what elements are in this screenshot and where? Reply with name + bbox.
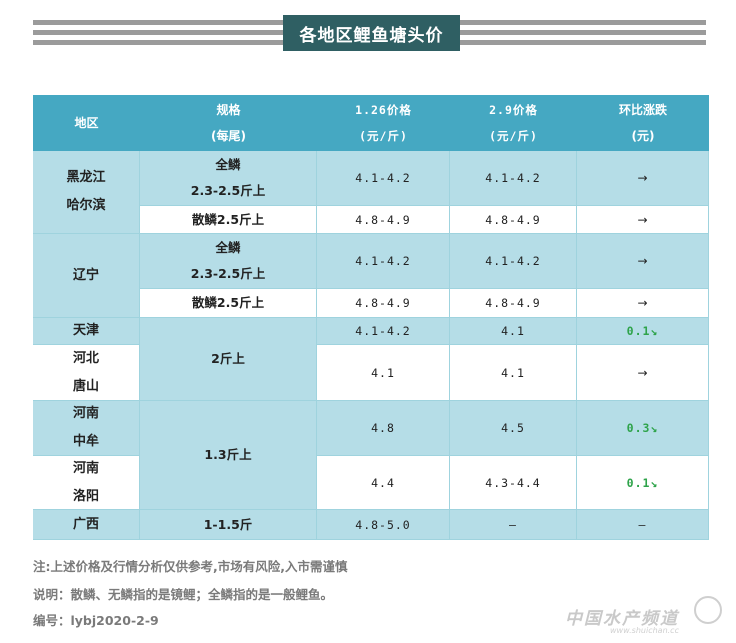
header-price1: 1.26价格 (元/斤) [317,95,450,151]
header-change-line1: 环比涨跌 [618,103,667,117]
header-price1-line1: 1.26价格 [355,103,412,117]
header-change: 环比涨跌 (元) [577,95,709,151]
price-table: 地区 规格 (每尾) 1.26价格 (元/斤) 2.9价格 (元/斤) 环比涨跌… [33,95,709,540]
price1-r3: 4.1-4.2 [317,234,450,289]
price2-r5: 4.1 [450,318,577,345]
spec-r1: 全鳞 2.3-2.5斤上 [140,151,317,206]
globe-icon [694,596,722,624]
note-disclaimer: 注:上述价格及行情分析仅供参考,市场有风险,入市需谨慎 [33,559,348,574]
spec-r4: 散鳞2.5斤上 [140,289,317,318]
header-spec: 规格 (每尾) [140,95,317,151]
note-explanation: 说明：散鳞、无鳞指的是镜鲤；全鳞指的是一般鲤鱼。 [33,587,334,602]
spec-13jin: 1.3斤上 [140,401,317,510]
region-guangxi-label: 广西 [72,516,99,532]
price2-r7: 4.5 [450,401,577,456]
region-henan-luoyang-line1: 河南 [72,460,99,476]
header-region-label: 地区 [74,116,99,130]
price1-r9: 4.8-5.0 [317,510,450,540]
price1-r7: 4.8 [317,401,450,456]
spec-r2: 散鳞2.5斤上 [140,206,317,234]
header-price1-line2: (元/斤) [359,129,408,143]
region-heilongjiang: 黑龙江 哈尔滨 [33,151,140,234]
header-price2-line2: (元/斤) [489,129,538,143]
price2-r2: 4.8-4.9 [450,206,577,234]
price2-r4: 4.8-4.9 [450,289,577,318]
page-title: 各地区鲤鱼塘头价 [283,15,460,51]
region-tianjin: 天津 [33,318,140,345]
price2-r1: 4.1-4.2 [450,151,577,206]
spec-13jin-label: 1.3斤上 [204,447,252,462]
region-liaoning-label: 辽宁 [72,267,99,283]
price1-r8: 4.4 [317,456,450,510]
region-henan-luoyang: 河南 洛阳 [33,456,140,510]
spec-r3-line1: 全鳞 [215,240,241,255]
price1-r4: 4.8-4.9 [317,289,450,318]
region-heilongjiang-line2: 哈尔滨 [66,198,106,213]
region-liaoning: 辽宁 [33,234,140,318]
region-hebei-line1: 河北 [72,350,99,366]
price1-r6: 4.1 [317,345,450,401]
region-henan-luoyang-line2: 洛阳 [72,488,99,504]
note-serial: 编号：lybj2020-2-9 [33,613,159,628]
spec-r9: 1-1.5斤 [140,510,317,540]
price2-r3: 4.1-4.2 [450,234,577,289]
header-price2: 2.9价格 (元/斤) [450,95,577,151]
region-tianjin-label: 天津 [72,323,99,338]
change-r6: → [577,345,709,401]
price2-r9: – [450,510,577,540]
spec-2jin-label: 2斤上 [211,351,245,366]
region-henan-zhongmou: 河南 中牟 [33,401,140,456]
change-r3: → [577,234,709,289]
change-r1: → [577,151,709,206]
change-r7: 0.3↘ [577,401,709,456]
region-guangxi: 广西 [33,510,140,540]
spec-r3-line2: 2.3-2.5斤上 [190,266,266,281]
header-price2-line1: 2.9价格 [489,103,538,117]
price2-r6: 4.1 [450,345,577,401]
header-spec-line1: 规格 [216,103,241,117]
watermark-url: www.shuichan.cc [610,626,679,635]
change-r9: – [577,510,709,540]
price2-r8: 4.3-4.4 [450,456,577,510]
header-change-line2: (元) [631,129,655,143]
region-hebei-line2: 唐山 [72,378,99,394]
spec-2jin: 2斤上 [140,318,317,401]
change-r2: → [577,206,709,234]
price1-r5: 4.1-4.2 [317,318,450,345]
region-heilongjiang-line1: 黑龙江 [66,170,106,185]
spec-r3: 全鳞 2.3-2.5斤上 [140,234,317,289]
watermark-logo: 中国水产频道 [565,609,679,629]
region-henan-zhongmou-line1: 河南 [72,406,99,421]
header-spec-line2: (每尾) [211,129,246,143]
region-henan-zhongmou-line2: 中牟 [72,434,99,449]
region-hebei: 河北 唐山 [33,345,140,401]
spec-r1-line1: 全鳞 [215,157,241,172]
spec-r1-line2: 2.3-2.5斤上 [190,183,266,198]
price1-r1: 4.1-4.2 [317,151,450,206]
change-r4: → [577,289,709,318]
header-region: 地区 [33,95,140,151]
change-r8: 0.1↘ [577,456,709,510]
price1-r2: 4.8-4.9 [317,206,450,234]
change-r5: 0.1↘ [577,318,709,345]
